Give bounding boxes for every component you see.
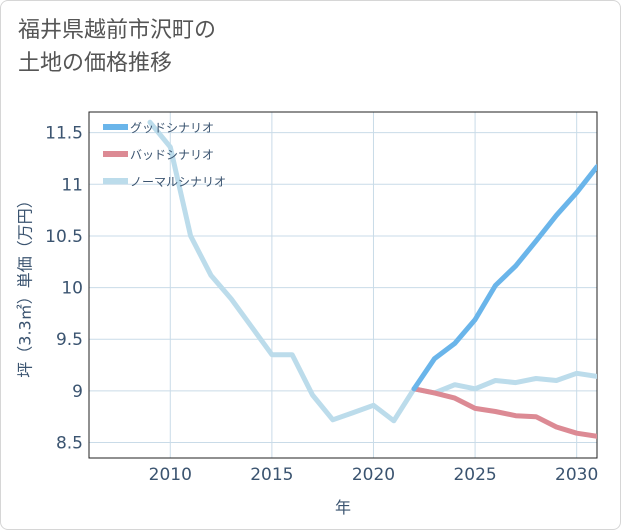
- y-tick-label: 9: [72, 382, 83, 402]
- chart-title: 福井県越前市沢町の 土地の価格推移: [18, 18, 217, 76]
- series-line-2: [147, 119, 597, 424]
- y-tick-label: 11: [61, 175, 83, 195]
- x-axis-label: 年: [335, 498, 351, 517]
- legend-label-0: グッドシナリオ: [130, 121, 214, 135]
- y-axis-label: 坪（3.3㎡）単価（万円）: [16, 192, 35, 377]
- x-tick-label: 2010: [149, 465, 192, 485]
- x-tick-label: 2025: [453, 465, 496, 485]
- legend-label-1: バッドシナリオ: [130, 148, 214, 162]
- x-tick-label: 2015: [250, 465, 293, 485]
- plot-frame: [88, 111, 598, 459]
- y-tick-label: 9.5: [56, 330, 83, 350]
- y-tick-label: 11.5: [45, 124, 83, 144]
- x-tick-label: 2020: [352, 465, 395, 485]
- series-layer: [147, 119, 597, 439]
- legend-label-2: ノーマルシナリオ: [130, 175, 226, 189]
- y-tick-label: 10: [61, 279, 83, 299]
- series-line-1: [411, 386, 597, 439]
- tick-labels: 2010 2015 2020 2025 2030 8.5 9 9.5 10 10.5 11 11.5: [45, 124, 598, 485]
- y-tick-label: 10.5: [45, 227, 83, 247]
- grid: [89, 112, 597, 458]
- y-tick-label: 8.5: [56, 434, 83, 454]
- x-tick-label: 2030: [555, 465, 598, 485]
- series-line-0: [411, 164, 597, 392]
